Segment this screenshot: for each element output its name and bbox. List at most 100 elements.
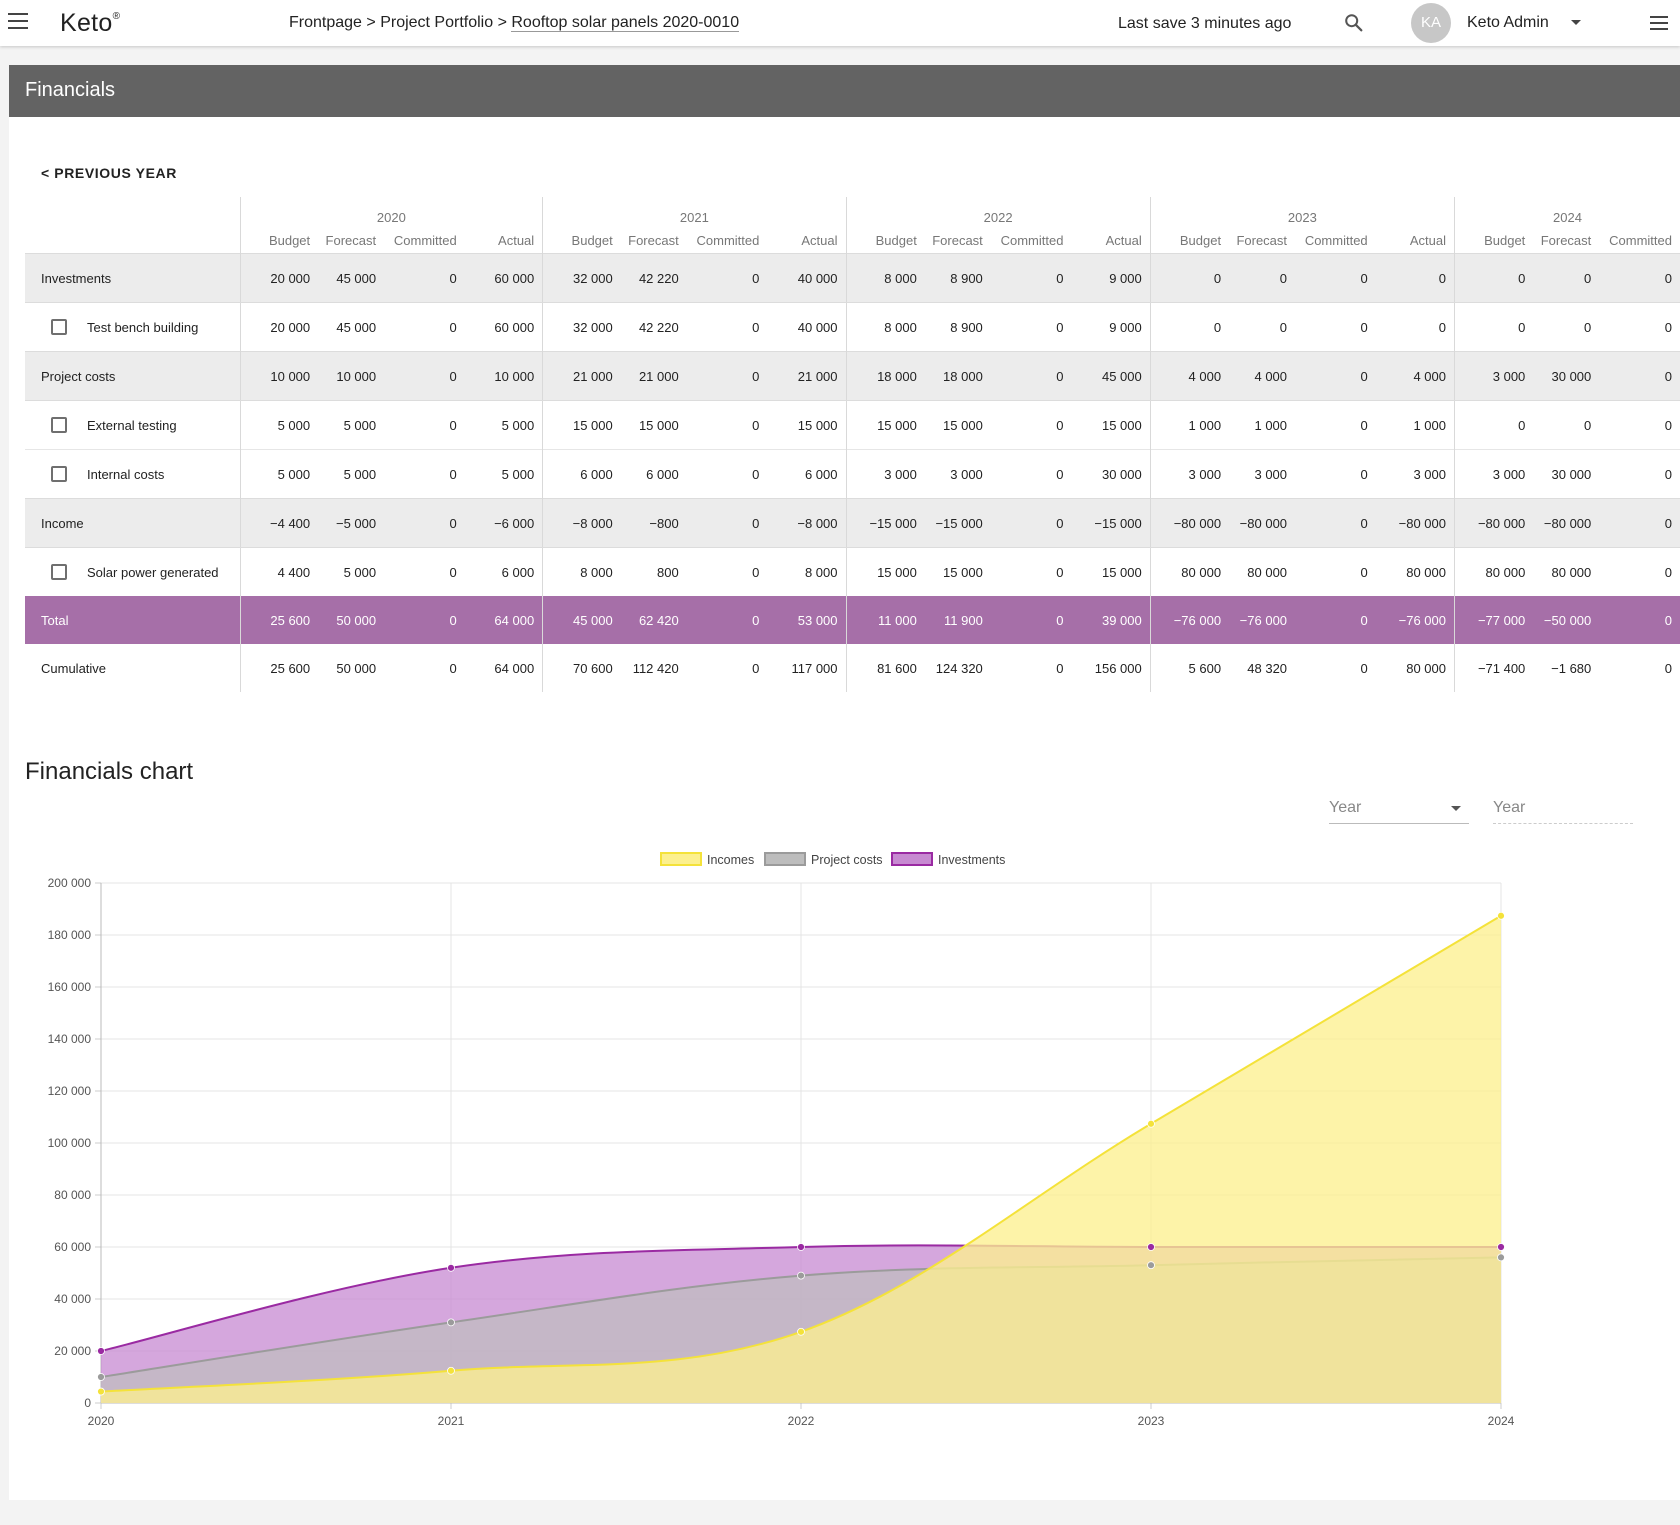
year-select[interactable]: Year xyxy=(1329,791,1469,824)
table-cell[interactable]: 80 000 xyxy=(1149,547,1230,596)
table-cell[interactable]: 80 000 xyxy=(1453,547,1534,596)
table-cell: 0 xyxy=(686,644,768,692)
table-cell[interactable]: 0 xyxy=(1295,400,1376,450)
table-cell[interactable]: 0 xyxy=(686,400,768,450)
table-cell[interactable]: 5 000 xyxy=(318,400,385,450)
table-cell[interactable]: 60 000 xyxy=(464,302,543,352)
table-cell[interactable]: 9 000 xyxy=(1071,302,1151,352)
row-checkbox[interactable] xyxy=(51,319,67,336)
table-cell: 21 000 xyxy=(767,351,847,401)
table-cell[interactable]: 3 000 xyxy=(924,449,991,499)
breadcrumb-item-project-portfolio[interactable]: Project Portfolio xyxy=(380,14,494,31)
table-cell[interactable]: 0 xyxy=(1599,302,1680,352)
top-bar: Keto® Frontpage > Project Portfolio > Ro… xyxy=(0,0,1680,46)
previous-year-button[interactable]: < PREVIOUS YEAR xyxy=(41,165,177,181)
table-cell[interactable]: 45 000 xyxy=(318,302,385,352)
table-cell[interactable]: 0 xyxy=(1295,449,1376,499)
table-cell[interactable]: 0 xyxy=(1533,400,1600,450)
table-cell[interactable]: 5 000 xyxy=(464,449,543,499)
table-cell[interactable]: 6 000 xyxy=(542,449,621,499)
table-cell[interactable]: 1 000 xyxy=(1375,400,1455,450)
table-cell[interactable]: 1 000 xyxy=(1149,400,1230,450)
table-cell: 81 600 xyxy=(845,644,925,692)
table-cell[interactable]: 40 000 xyxy=(767,302,847,352)
table-cell[interactable]: 8 000 xyxy=(767,547,847,596)
table-cell[interactable]: 15 000 xyxy=(542,400,621,450)
table-cell[interactable]: 0 xyxy=(384,302,465,352)
table-cell[interactable]: 0 xyxy=(990,302,1072,352)
table-cell[interactable]: 0 xyxy=(1295,547,1376,596)
table-cell[interactable]: 30 000 xyxy=(1533,449,1600,499)
table-cell[interactable]: 3 000 xyxy=(1229,449,1296,499)
table-cell[interactable]: 0 xyxy=(1599,547,1680,596)
table-cell[interactable]: 80 000 xyxy=(1533,547,1600,596)
table-cell[interactable]: 5 000 xyxy=(239,400,319,450)
table-cell[interactable]: 30 000 xyxy=(1071,449,1151,499)
table-cell[interactable]: 0 xyxy=(1599,400,1680,450)
table-cell[interactable]: 0 xyxy=(686,547,768,596)
table-cell: 0 xyxy=(384,351,465,401)
year-input[interactable]: Year xyxy=(1493,791,1633,824)
table-cell[interactable]: 0 xyxy=(1149,302,1230,352)
table-cell[interactable]: 0 xyxy=(1453,400,1534,450)
table-cell[interactable]: 15 000 xyxy=(845,400,925,450)
caret-down-icon[interactable] xyxy=(1571,20,1581,25)
table-cell[interactable]: 80 000 xyxy=(1229,547,1296,596)
table-cell[interactable]: 0 xyxy=(1295,302,1376,352)
table-cell[interactable]: 5 000 xyxy=(464,400,543,450)
table-cell[interactable]: 80 000 xyxy=(1375,547,1455,596)
table-cell[interactable]: 15 000 xyxy=(924,400,991,450)
table-cell[interactable]: 0 xyxy=(1453,302,1534,352)
table-cell: −80 000 xyxy=(1149,498,1230,548)
table-cell[interactable]: 0 xyxy=(384,547,465,596)
table-cell[interactable]: 0 xyxy=(990,547,1072,596)
table-cell: 64 000 xyxy=(464,644,543,692)
table-cell[interactable]: 8 000 xyxy=(845,302,925,352)
hamburger-icon[interactable] xyxy=(1650,16,1670,30)
table-cell[interactable]: 0 xyxy=(384,400,465,450)
table-cell[interactable]: 0 xyxy=(1599,449,1680,499)
avatar[interactable]: KA xyxy=(1411,3,1451,43)
hamburger-icon[interactable] xyxy=(8,13,30,31)
table-cell[interactable]: 0 xyxy=(1375,302,1455,352)
table-cell[interactable]: 6 000 xyxy=(464,547,543,596)
table-cell[interactable]: 15 000 xyxy=(620,400,687,450)
table-cell[interactable]: 6 000 xyxy=(767,449,847,499)
table-cell[interactable]: 8 000 xyxy=(542,547,621,596)
table-cell[interactable]: 15 000 xyxy=(845,547,925,596)
breadcrumb-item-frontpage[interactable]: Frontpage xyxy=(289,14,362,31)
table-cell[interactable]: 5 000 xyxy=(239,449,319,499)
table-cell[interactable]: 0 xyxy=(1229,302,1296,352)
table-cell[interactable]: 3 000 xyxy=(1375,449,1455,499)
table-cell[interactable]: 800 xyxy=(620,547,687,596)
table-cell[interactable]: 0 xyxy=(990,449,1072,499)
table-cell[interactable]: 0 xyxy=(990,400,1072,450)
table-cell[interactable]: 5 000 xyxy=(318,449,385,499)
table-cell[interactable]: 15 000 xyxy=(767,400,847,450)
table-cell[interactable]: 6 000 xyxy=(620,449,687,499)
table-cell[interactable]: 15 000 xyxy=(1071,547,1151,596)
row-checkbox[interactable] xyxy=(51,564,67,581)
table-cell[interactable]: 5 000 xyxy=(318,547,385,596)
logo[interactable]: Keto® xyxy=(60,9,121,37)
row-checkbox[interactable] xyxy=(51,417,67,434)
table-cell[interactable]: 8 900 xyxy=(924,302,991,352)
table-cell[interactable]: 0 xyxy=(384,449,465,499)
table-cell[interactable]: 0 xyxy=(686,449,768,499)
table-cell[interactable]: 1 000 xyxy=(1229,400,1296,450)
table-cell[interactable]: 15 000 xyxy=(1071,400,1151,450)
row-checkbox[interactable] xyxy=(51,466,67,483)
table-cell[interactable]: 0 xyxy=(686,302,768,352)
table-cell[interactable]: 0 xyxy=(1533,302,1600,352)
table-cell[interactable]: 4 400 xyxy=(239,547,319,596)
breadcrumb-item-current[interactable]: Rooftop solar panels 2020-0010 xyxy=(511,14,740,32)
table-cell[interactable]: 15 000 xyxy=(924,547,991,596)
table-cell[interactable]: 3 000 xyxy=(845,449,925,499)
table-cell[interactable]: 42 220 xyxy=(620,302,687,352)
table-cell[interactable]: 32 000 xyxy=(542,302,621,352)
table-cell[interactable]: 3 000 xyxy=(1149,449,1230,499)
search-icon[interactable] xyxy=(1343,12,1365,34)
table-cell[interactable]: 3 000 xyxy=(1453,449,1534,499)
user-name[interactable]: Keto Admin xyxy=(1467,14,1549,31)
table-cell[interactable]: 20 000 xyxy=(239,302,319,352)
